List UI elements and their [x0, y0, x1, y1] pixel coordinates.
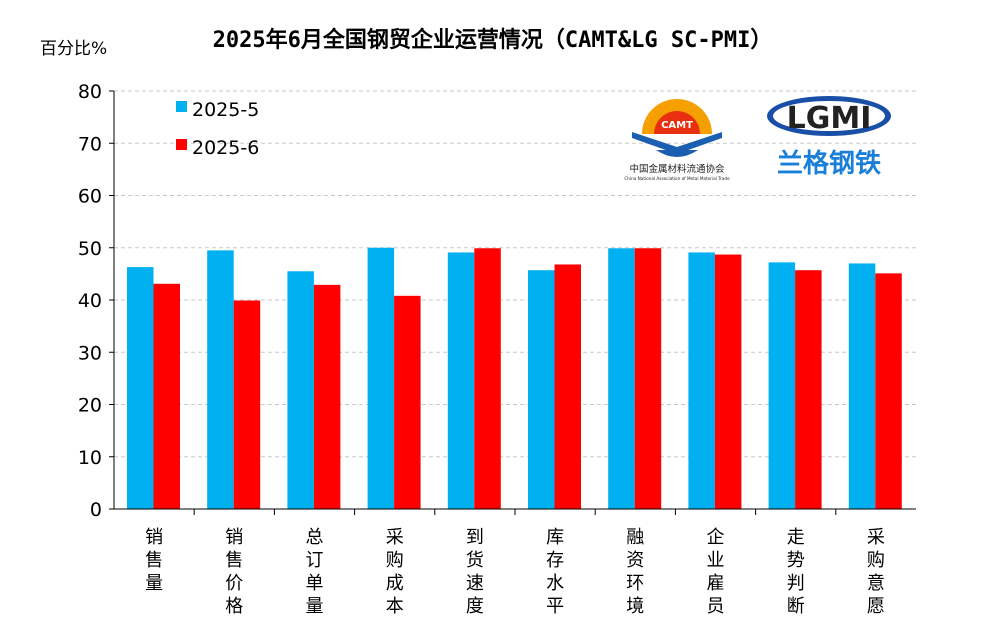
bar-2025-6 [634, 248, 662, 509]
bar-2025-6 [153, 283, 180, 509]
bar-2025-6 [394, 295, 421, 509]
bar-2025-6 [554, 264, 581, 509]
camt-name-en: China National Association of Metal Mate… [624, 176, 730, 181]
y-tick-label: 70 [78, 133, 102, 155]
bar-2025-6 [714, 254, 742, 509]
x-tick-label: 销售量 [145, 527, 163, 594]
bar-2025-5 [528, 270, 555, 509]
y-tick-label: 30 [78, 342, 102, 364]
svg-text:CAMT: CAMT [661, 120, 693, 131]
bar-2025-5 [768, 262, 796, 509]
bar-2025-6 [233, 300, 261, 509]
legend-label: 2025-6 [192, 137, 259, 159]
lgmi-logo: LGMI 兰格钢铁 [762, 92, 897, 182]
camt-name: 中国金属材料流通协会 [629, 163, 725, 175]
x-tick-label: 采购成本 [386, 527, 404, 617]
y-tick-label: 0 [90, 499, 102, 521]
camt-logo: CAMT 中国金属材料流通协会 China National Associati… [612, 92, 742, 182]
bar-2025-5 [367, 247, 395, 509]
bar-2025-6 [313, 284, 341, 509]
y-tick-label: 50 [78, 238, 102, 260]
x-tick-label: 采购意愿 [867, 527, 885, 617]
legend-swatch [176, 139, 187, 150]
x-tick-label: 企业雇员 [707, 527, 725, 617]
y-axis-label: 百分比% [40, 39, 108, 59]
bar-2025-5 [447, 252, 475, 509]
bar-2025-6 [474, 248, 501, 509]
x-tick-label: 库存水平 [546, 527, 564, 617]
x-tick-label: 到货速度 [466, 527, 484, 617]
bar-2025-5 [127, 267, 154, 509]
bar-2025-5 [848, 263, 876, 509]
legend-swatch [176, 101, 187, 112]
lgmi-name: 兰格钢铁 [777, 148, 881, 179]
lgmi-mark: LGMI [787, 101, 872, 136]
bar-2025-5 [207, 250, 234, 510]
x-tick-label: 总订单量 [306, 527, 324, 617]
y-tick-label: 20 [78, 395, 102, 417]
y-tick-label: 40 [78, 290, 102, 312]
legend-label: 2025-5 [192, 99, 259, 121]
y-tick-label: 10 [78, 447, 102, 469]
bar-2025-6 [795, 270, 822, 509]
bar-2025-5 [287, 271, 314, 509]
y-tick-label: 60 [78, 186, 102, 208]
x-tick-label: 走势判断 [787, 527, 805, 617]
y-tick-label: 80 [78, 81, 102, 103]
chart-title: 2025年6月全国钢贸企业运营情况（CAMT&LG SC-PMI） [212, 28, 773, 53]
x-tick-label: 销售价格 [225, 527, 243, 617]
bar-2025-6 [875, 273, 902, 509]
x-tick-label: 融资环境 [626, 527, 644, 617]
bar-2025-5 [688, 252, 715, 509]
bar-2025-5 [608, 248, 635, 509]
